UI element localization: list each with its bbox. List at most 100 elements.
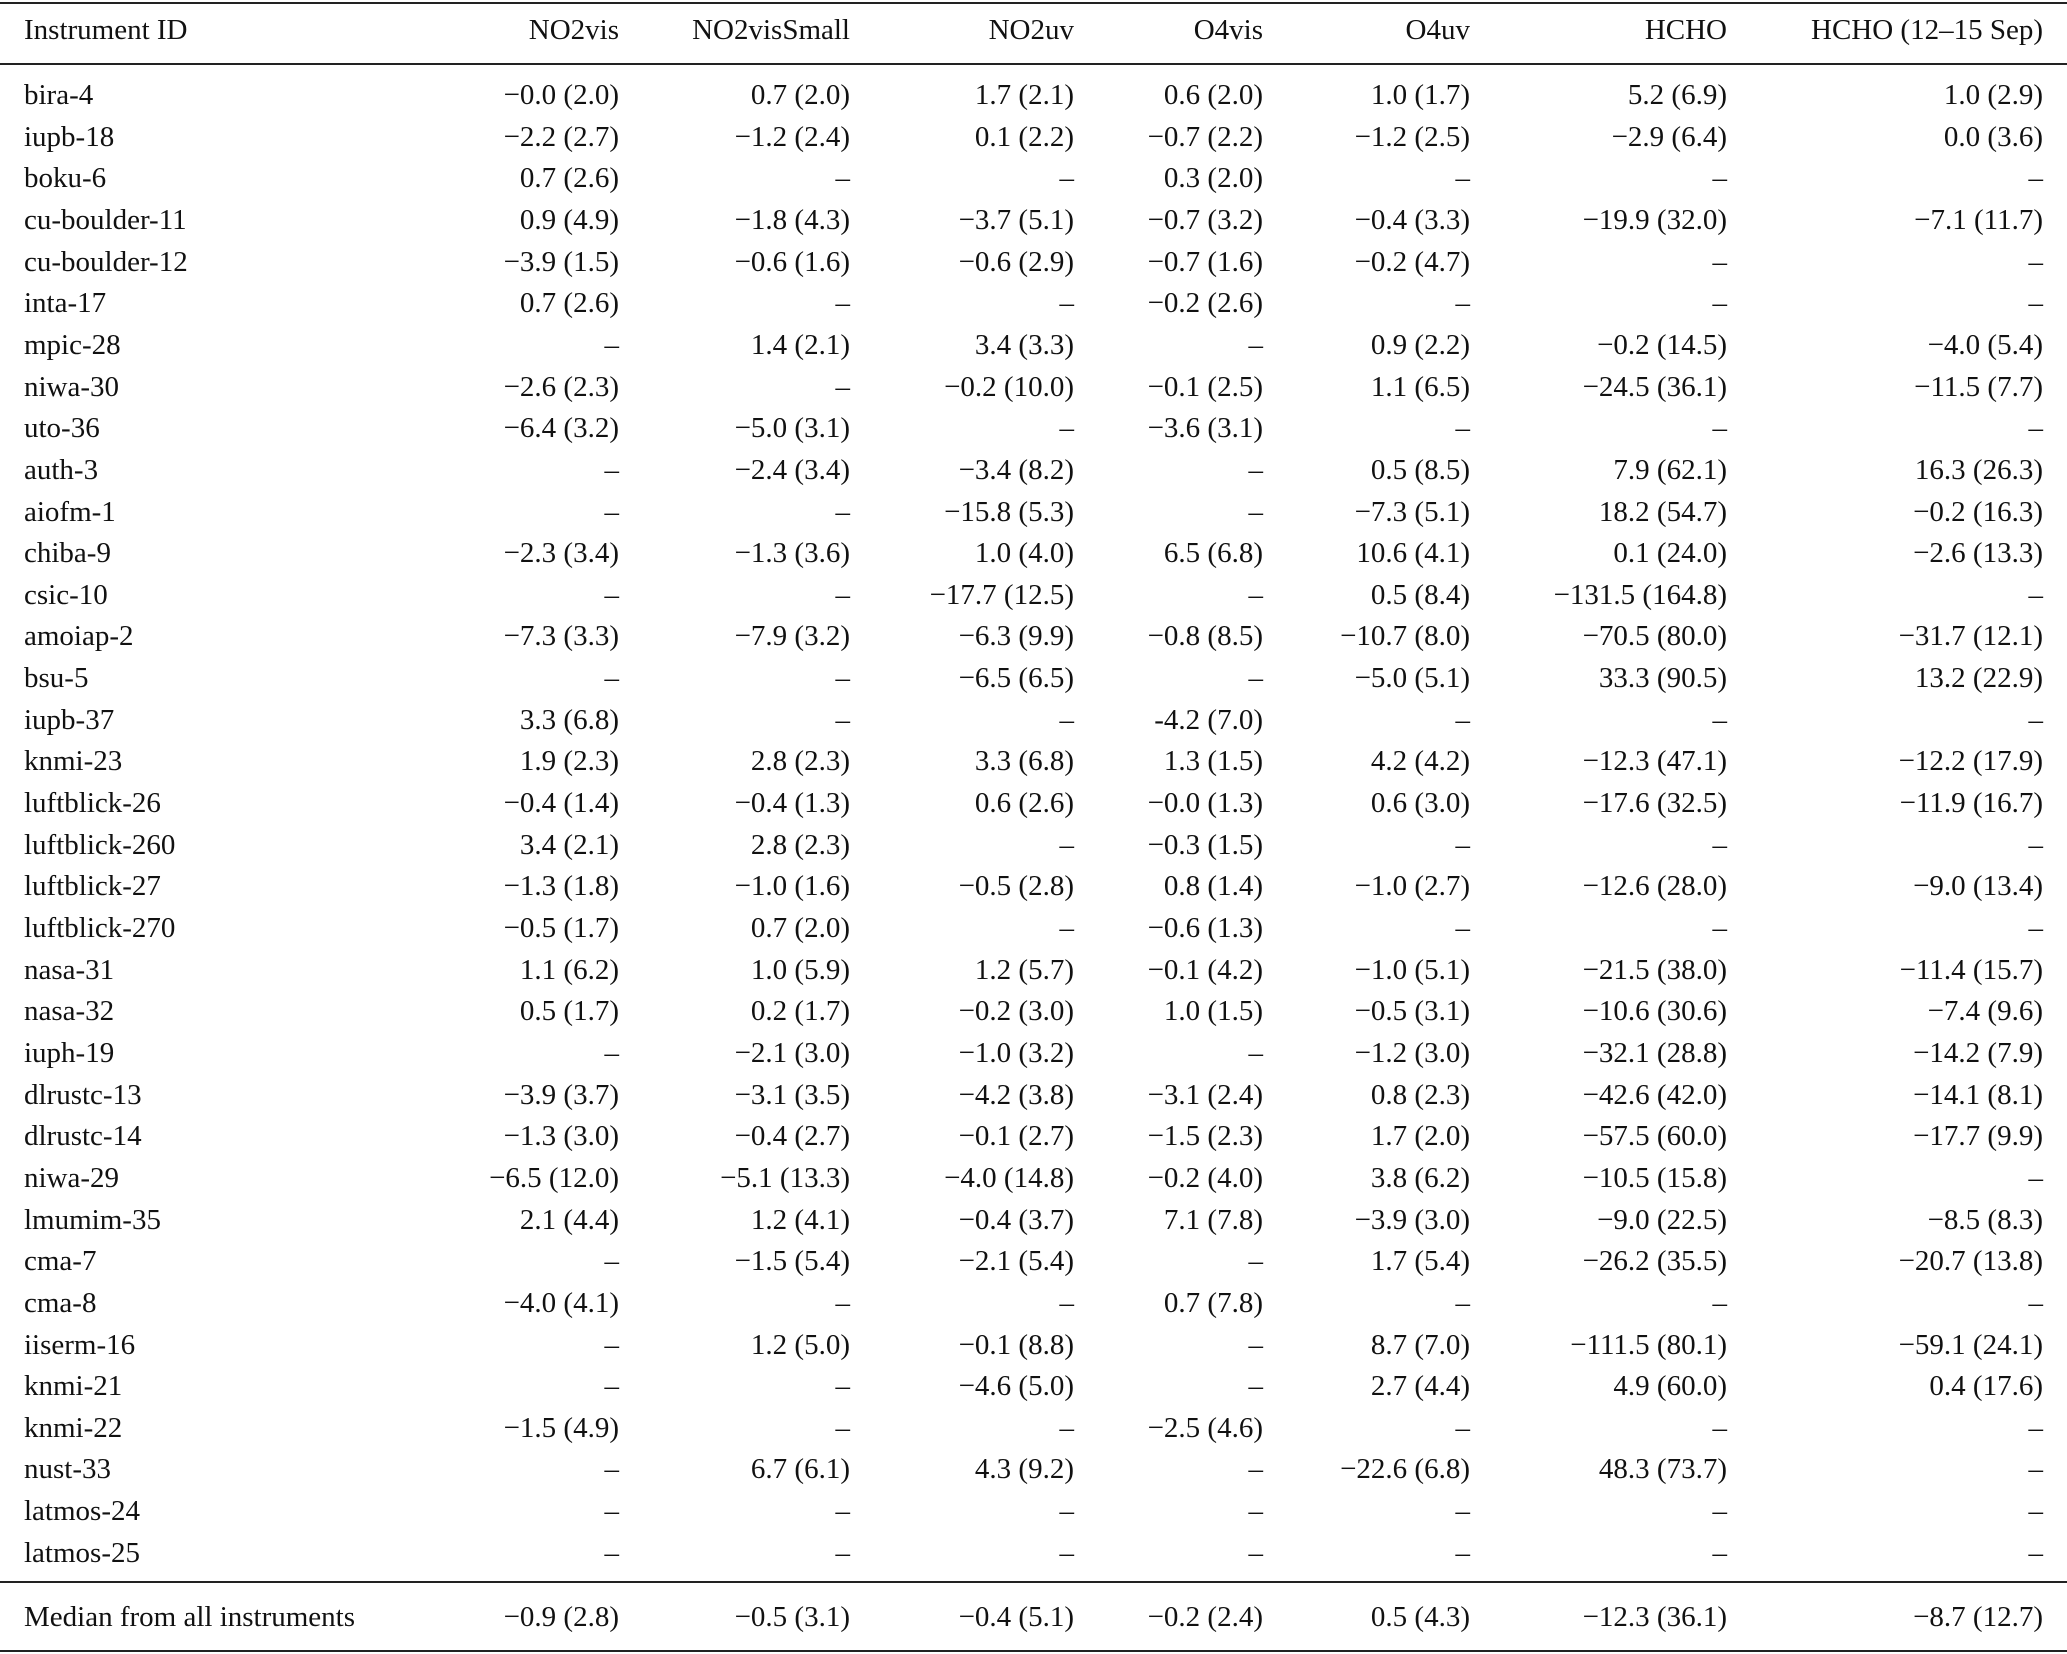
data-cell: –: [604, 662, 620, 695]
data-cell: −12.2 (17.9): [1898, 745, 2043, 778]
data-cell: −10.7 (8.0): [1340, 620, 1470, 653]
row-label: chiba-9: [24, 537, 111, 570]
data-cell: –: [835, 162, 851, 195]
data-cell: −0.2 (4.7): [1354, 245, 1470, 278]
data-cell: −1.2 (2.4): [734, 120, 850, 153]
data-cell: 7.1 (7.8): [1163, 1203, 1263, 1236]
data-cell: −9.0 (22.5): [1597, 1203, 1727, 1236]
data-cell: 13.2 (22.9): [1914, 662, 2043, 695]
data-cell: 0.8 (2.3): [1370, 1078, 1470, 1111]
data-cell: –: [1455, 828, 1471, 861]
data-cell: –: [1712, 1495, 1728, 1528]
data-cell: 1.7 (5.4): [1370, 1245, 1470, 1278]
data-cell: −59.1 (24.1): [1898, 1328, 2043, 1361]
data-cell: –: [2028, 1161, 2044, 1194]
data-cell: −0.7 (3.2): [1147, 203, 1263, 236]
data-cell: −0.6 (1.3): [1147, 912, 1263, 944]
data-cell: −5.0 (5.1): [1354, 662, 1470, 695]
data-cell: −11.9 (16.7): [1899, 787, 2043, 820]
row-label: latmos-25: [24, 1536, 140, 1569]
data-cell: −4.0 (4.1): [503, 1286, 619, 1319]
data-cell: 1.0 (2.9): [1943, 79, 2043, 111]
data-cell: −32.1 (28.8): [1582, 1036, 1727, 1069]
data-cell: −0.3 (1.5): [1147, 828, 1263, 861]
data-cell: –: [1712, 245, 1728, 278]
data-cell: −11.4 (15.7): [1899, 953, 2043, 986]
data-cell: –: [1712, 162, 1728, 195]
data-cell: −17.7 (12.5): [929, 578, 1074, 611]
data-cell: –: [1455, 412, 1471, 445]
median-cell: −12.3 (36.1): [1582, 1601, 1727, 1633]
data-cell: 1.0 (1.7): [1370, 79, 1470, 111]
data-cell: −8.5 (8.3): [1927, 1203, 2043, 1236]
data-cell: 5.2 (6.9): [1627, 79, 1727, 111]
data-cell: −0.2 (16.3): [1913, 495, 2043, 528]
data-cell: –: [835, 1370, 851, 1403]
data-cell: −0.7 (2.2): [1147, 120, 1263, 153]
data-cell: −2.5 (4.6): [1147, 1411, 1263, 1444]
data-cell: 2.7 (4.4): [1370, 1370, 1470, 1403]
row-label: aiofm-1: [24, 495, 116, 528]
data-cell: –: [835, 1495, 851, 1528]
data-cell: −0.5 (1.7): [503, 912, 619, 944]
data-cell: –: [2028, 703, 2044, 736]
data-cell: –: [1248, 1036, 1264, 1069]
data-cell: 18.2 (54.7): [1598, 495, 1727, 528]
row-label: auth-3: [24, 453, 99, 486]
data-cell: –: [1248, 1536, 1264, 1569]
data-cell: −17.7 (9.9): [1913, 1120, 2043, 1153]
data-cell: –: [1248, 1495, 1264, 1528]
data-cell: −2.2 (2.7): [503, 120, 619, 153]
data-cell: 0.7 (7.8): [1163, 1286, 1263, 1319]
data-cell: −1.0 (2.7): [1354, 870, 1470, 903]
data-cell: −4.2 (3.8): [958, 1078, 1074, 1111]
data-cell: 0.9 (2.2): [1370, 328, 1470, 361]
data-cell: –: [835, 1411, 851, 1444]
data-cell: –: [835, 1536, 851, 1569]
data-cell: –: [1455, 1286, 1471, 1319]
data-cell: 3.4 (2.1): [519, 828, 619, 861]
data-cell: −2.3 (3.4): [503, 537, 619, 570]
data-cell: –: [1712, 412, 1728, 445]
row-label: knmi-21: [24, 1370, 123, 1403]
data-cell: 10.6 (4.1): [1356, 537, 1470, 570]
data-cell: 0.5 (8.4): [1370, 578, 1470, 611]
data-cell: –: [1059, 1411, 1075, 1444]
data-cell: –: [2028, 1495, 2044, 1528]
data-cell: –: [1455, 1536, 1471, 1569]
data-cell: −6.3 (9.9): [958, 620, 1074, 653]
row-label: luftblick-260: [24, 828, 176, 861]
data-cell: −15.8 (5.3): [944, 495, 1074, 528]
data-cell: –: [604, 1536, 620, 1569]
data-cell: −3.1 (2.4): [1147, 1078, 1263, 1111]
data-cell: 0.7 (2.6): [519, 287, 619, 320]
data-cell: −3.7 (5.1): [958, 203, 1074, 236]
data-cell: −4.0 (5.4): [1927, 328, 2043, 361]
data-cell: 2.1 (4.4): [519, 1203, 619, 1236]
row-label: amoiap-2: [24, 620, 134, 653]
data-cell: −0.8 (8.5): [1147, 620, 1263, 653]
data-cell: −7.3 (5.1): [1354, 495, 1470, 528]
header-cell: O4vis: [1193, 14, 1263, 46]
top-rule: [0, 2, 2067, 4]
data-cell: 4.3 (9.2): [974, 1453, 1074, 1486]
data-cell: –: [1059, 1536, 1075, 1569]
data-cell: 2.8 (2.3): [750, 828, 850, 861]
data-cell: 0.1 (2.2): [974, 120, 1074, 153]
header-cell: Instrument ID: [24, 14, 188, 46]
data-cell: −24.5 (36.1): [1582, 370, 1727, 403]
data-cell: −0.4 (1.3): [734, 787, 850, 820]
data-cell: −0.4 (3.3): [1354, 203, 1470, 236]
data-cell: −1.0 (1.6): [734, 870, 850, 903]
data-cell: –: [604, 495, 620, 528]
row-label: cu-boulder-11: [24, 203, 187, 236]
data-cell: 0.7 (2.6): [519, 162, 619, 195]
data-cell: –: [835, 1286, 851, 1319]
data-cell: 0.4 (17.6): [1929, 1370, 2043, 1403]
data-cell: −1.8 (4.3): [734, 203, 850, 236]
row-label: nust-33: [24, 1453, 111, 1486]
data-cell: 0.6 (3.0): [1370, 787, 1470, 820]
data-cell: 3.4 (3.3): [974, 328, 1074, 361]
data-cell: −0.5 (2.8): [958, 870, 1074, 903]
header-cell: NO2vis: [528, 14, 619, 46]
